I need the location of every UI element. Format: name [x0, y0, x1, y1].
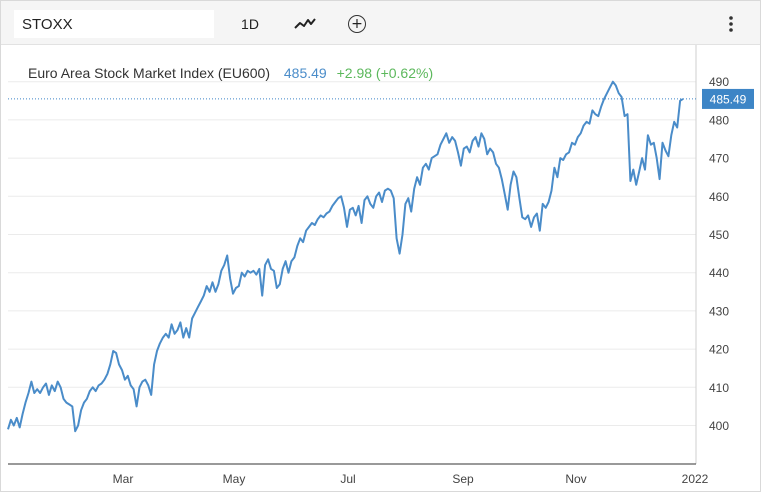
- x-tick-label: Jul: [340, 472, 355, 486]
- legend-series-name: Euro Area Stock Market Index (EU600): [28, 65, 270, 81]
- add-series-button[interactable]: +: [341, 10, 373, 38]
- chart-legend: Euro Area Stock Market Index (EU600) 485…: [28, 65, 433, 81]
- legend-change: +2.98 (+0.62%): [336, 65, 434, 81]
- y-tick-label: 480: [709, 113, 729, 127]
- y-tick-label: 460: [709, 190, 729, 204]
- y-tick-label: 410: [709, 381, 729, 395]
- y-tick-label: 430: [709, 304, 729, 318]
- y-tick-label: 440: [709, 266, 729, 280]
- symbol-search-input[interactable]: [14, 10, 214, 38]
- y-tick-label: 400: [709, 419, 729, 433]
- y-tick-label: 450: [709, 228, 729, 242]
- legend-last-value: 485.49: [283, 65, 327, 81]
- line-chart-icon: [294, 18, 316, 29]
- y-tick-label: 420: [709, 343, 729, 357]
- last-value-badge-label: 485.49: [710, 92, 747, 106]
- x-tick-label: 2022: [682, 472, 709, 486]
- chart-toolbar: 1D +: [1, 1, 760, 45]
- plus-circle-icon: +: [348, 15, 366, 33]
- last-value-badge: [702, 88, 754, 109]
- line-chart[interactable]: 400 410 420 430 440 450 460 470 480 490 Mar May Jul S…: [1, 45, 760, 492]
- x-tick-label: Mar: [113, 472, 134, 486]
- more-options-button[interactable]: [717, 10, 745, 38]
- y-tick-label: 470: [709, 152, 729, 166]
- x-tick-label: Sep: [452, 472, 474, 486]
- chart-type-button[interactable]: [287, 10, 323, 38]
- x-tick-label: Nov: [565, 472, 586, 486]
- kebab-menu-icon: [729, 16, 733, 32]
- x-tick-label: May: [223, 472, 246, 486]
- series-line: [7, 80, 684, 433]
- y-tick-label: 490: [709, 75, 729, 89]
- range-button[interactable]: 1D: [241, 16, 259, 32]
